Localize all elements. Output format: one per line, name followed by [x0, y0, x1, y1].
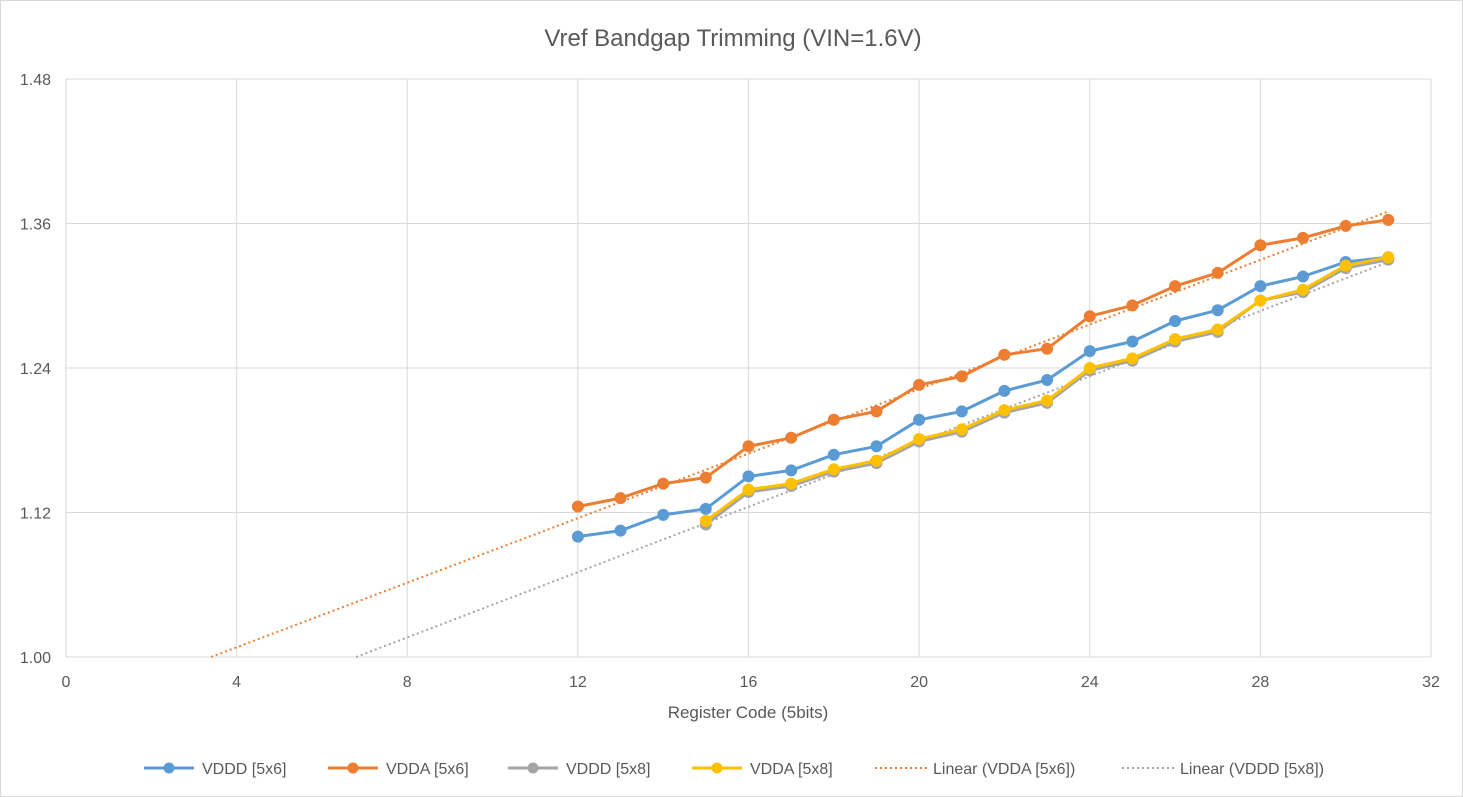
data-point	[955, 370, 968, 383]
series-layer	[571, 213, 1395, 543]
y-tick-label: 1.36	[20, 217, 51, 234]
x-tick-label: 28	[1251, 674, 1269, 691]
data-point	[1254, 294, 1267, 307]
legend-marker	[163, 762, 175, 774]
data-point	[1297, 270, 1309, 283]
data-point	[657, 477, 670, 490]
data-point	[1083, 362, 1096, 374]
data-point	[1126, 335, 1139, 348]
data-point	[1169, 333, 1182, 346]
data-point	[870, 405, 883, 418]
data-point	[1126, 299, 1139, 312]
data-point	[1041, 394, 1054, 407]
data-point	[1382, 213, 1395, 226]
data-point	[998, 348, 1011, 361]
data-point	[742, 440, 755, 453]
data-point	[1254, 280, 1267, 293]
data-point	[955, 423, 968, 436]
legend-marker	[527, 762, 539, 774]
data-point	[1339, 259, 1352, 272]
data-point	[1297, 231, 1309, 244]
data-point	[827, 448, 840, 461]
x-axis-title: Register Code (5bits)	[668, 703, 829, 722]
data-point	[1339, 219, 1352, 232]
data-point	[1083, 345, 1096, 358]
y-tick-label: 1.24	[20, 361, 51, 378]
x-tick-label: 12	[569, 674, 587, 691]
x-tick-label: 8	[403, 674, 412, 691]
series-3	[699, 251, 1395, 527]
x-tick-label: 32	[1422, 674, 1440, 691]
legend-label: VDDD [5x6]	[202, 761, 286, 778]
x-tick-label: 20	[910, 674, 928, 691]
data-point	[614, 524, 627, 537]
legend-label: VDDD [5x8]	[566, 761, 650, 778]
data-point	[785, 431, 798, 444]
data-point	[913, 433, 926, 445]
data-point	[1297, 283, 1309, 296]
legend-marker	[347, 762, 359, 774]
data-point	[1211, 304, 1224, 317]
data-point	[699, 502, 712, 515]
x-tick-label: 16	[740, 674, 758, 691]
legend-item: VDDD [5x6]	[144, 761, 286, 778]
data-point	[955, 405, 968, 418]
y-tick-label: 1.12	[20, 506, 51, 523]
series-line	[577, 255, 1389, 539]
legend-item: Linear (VDDD [5x8])	[1122, 761, 1324, 778]
legend-label: Linear (VDDA [5x6])	[933, 761, 1075, 778]
legend-item: Linear (VDDA [5x6])	[875, 761, 1075, 778]
legend: VDDD [5x6] VDDA [5x6] VDDD [5x8] VDDA [5x8]…	[144, 761, 1324, 778]
data-point	[699, 471, 712, 484]
data-point	[742, 483, 755, 496]
series-line	[577, 218, 1389, 508]
tick-labels: 0 4 8 12 16 20 24 28 32 1.00 1.12 1.24 1.36 1.48	[20, 72, 1440, 691]
x-tick-label: 0	[62, 674, 71, 691]
data-point	[827, 413, 840, 426]
data-point	[785, 464, 798, 477]
legend-item: VDDA [5x6]	[328, 761, 469, 778]
data-point	[1382, 251, 1395, 264]
data-point	[913, 378, 926, 391]
grid	[65, 78, 1432, 658]
series-0	[571, 251, 1395, 543]
chart-title: Vref Bandgap Trimming (VIN=1.6V)	[544, 25, 921, 52]
legend-label: VDDA [5x6]	[386, 761, 469, 778]
data-point	[870, 440, 883, 453]
data-point	[998, 384, 1011, 397]
data-point	[827, 463, 840, 476]
data-point	[1254, 239, 1267, 252]
data-point	[614, 492, 627, 505]
data-point	[1169, 280, 1182, 293]
data-point	[913, 413, 926, 426]
data-point	[785, 477, 798, 490]
data-point	[1041, 342, 1054, 355]
data-point	[571, 500, 584, 513]
series-1	[571, 213, 1395, 513]
data-point	[742, 470, 755, 483]
data-point	[657, 508, 670, 521]
data-point	[1169, 315, 1182, 327]
data-point	[699, 514, 712, 527]
x-tick-label: 24	[1081, 674, 1099, 691]
data-point	[1211, 323, 1224, 336]
y-tick-label: 1.00	[20, 650, 51, 667]
legend-label: VDDA [5x8]	[750, 761, 833, 778]
legend-item: VDDA [5x8]	[692, 761, 833, 778]
data-point	[1211, 266, 1224, 279]
data-point	[1083, 310, 1096, 323]
data-point	[1126, 352, 1139, 365]
data-point	[1041, 374, 1054, 386]
legend-marker	[711, 762, 723, 774]
y-tick-label: 1.48	[20, 72, 51, 89]
data-point	[998, 404, 1011, 417]
data-point	[571, 530, 584, 543]
legend-item: VDDD [5x8]	[508, 761, 650, 778]
data-point	[870, 454, 883, 467]
x-tick-label: 4	[232, 674, 241, 691]
legend-label: Linear (VDDD [5x8])	[1180, 761, 1324, 778]
